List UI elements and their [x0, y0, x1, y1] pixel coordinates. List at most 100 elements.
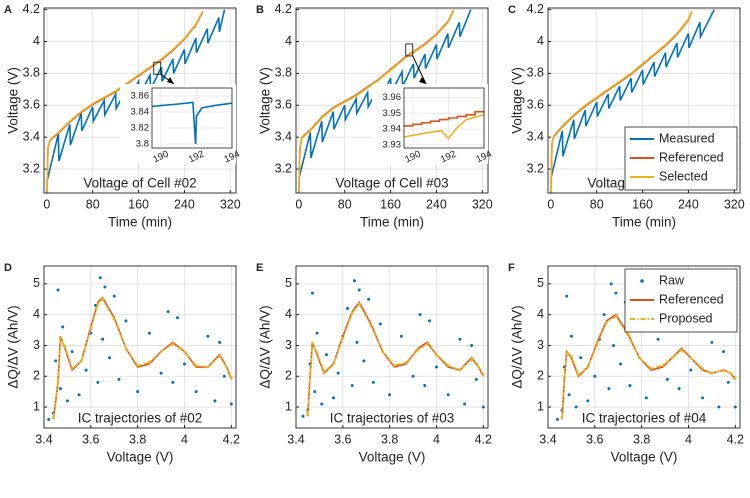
raw-point [124, 319, 128, 323]
series-marker [577, 373, 580, 377]
raw-point [423, 383, 427, 387]
series-marker [124, 347, 128, 350]
series-marker [729, 371, 733, 375]
series-line [152, 101, 232, 145]
zoom-box [405, 43, 414, 57]
raw-point [565, 294, 569, 298]
series-marker [562, 376, 566, 380]
series-marker [322, 370, 326, 374]
raw-point [726, 380, 730, 384]
raw-point [367, 297, 371, 301]
raw-point [313, 390, 317, 394]
series-marker [80, 359, 83, 363]
series-marker [689, 356, 693, 360]
x-tick-label: 4.2 [223, 432, 240, 446]
raw-point [644, 396, 648, 400]
series-marker [310, 342, 314, 346]
y-axis-label: Voltage (V) [6, 67, 21, 134]
series-marker [458, 368, 462, 372]
raw-point [665, 377, 669, 381]
series-marker [70, 367, 74, 370]
series-marker [350, 311, 354, 315]
raw-point [656, 337, 660, 341]
raw-point [567, 393, 571, 397]
y-tick-label: 4 [33, 307, 40, 321]
series-marker [96, 302, 100, 306]
raw-point [481, 405, 485, 409]
series-marker [392, 364, 396, 367]
inset-y-tick-label: 3.82 [131, 123, 150, 134]
raw-point [555, 417, 559, 421]
series-marker [477, 365, 481, 369]
raw-point [206, 334, 210, 338]
series-marker [710, 371, 714, 375]
raw-point [194, 390, 198, 394]
y-tick-label: 3.8 [275, 66, 292, 80]
series-marker [680, 348, 683, 352]
y-tick-label: 5 [285, 276, 292, 290]
raw-point [103, 285, 107, 289]
y-tick-label: 5 [33, 276, 40, 290]
arrow-head [419, 77, 426, 84]
series-marker [435, 353, 438, 357]
raw-point [470, 343, 474, 347]
series-marker [136, 364, 140, 367]
series-marker [733, 376, 737, 380]
series-marker [341, 336, 345, 340]
raw-point [689, 368, 693, 372]
y-tick-label: 3.2 [275, 161, 292, 175]
raw-point [112, 294, 116, 298]
raw-point [96, 380, 100, 384]
series-marker [63, 345, 67, 349]
y-tick-label: 1 [285, 399, 292, 413]
series-marker [701, 367, 704, 370]
y-tick-label: 3 [537, 338, 544, 352]
annotation: IC trajectories of #04 [582, 411, 707, 426]
inset-y-tick-label: 3.8 [136, 139, 149, 150]
x-tick-label: 0 [547, 197, 554, 211]
raw-point [84, 368, 88, 372]
raw-point [463, 402, 467, 406]
y-tick-label: 4.2 [275, 2, 292, 16]
zoom-arrow [412, 55, 427, 85]
series-marker [357, 302, 361, 306]
x-axis-label: Voltage (V) [107, 450, 174, 465]
series-line [298, 10, 455, 192]
inset-box [151, 87, 233, 149]
y-axis-label: Voltage (V) [510, 67, 525, 134]
x-tick-label: 3.4 [35, 432, 52, 446]
zoom-box [153, 61, 162, 75]
y-tick-label: 3.8 [527, 66, 544, 80]
raw-point [677, 387, 681, 391]
raw-point [434, 365, 438, 369]
series-marker [446, 364, 450, 367]
axes-box [547, 7, 741, 194]
x-tick-label: 240 [174, 197, 195, 211]
annotation: Voltage of Cell #03 [335, 176, 448, 191]
raw-point [346, 307, 350, 311]
series-marker [101, 297, 104, 301]
legend-label: Raw [659, 273, 685, 287]
raw-point [159, 371, 163, 375]
y-tick-label: 1 [33, 399, 40, 413]
raw-point [710, 340, 714, 344]
raw-point [350, 383, 354, 387]
x-tick-label: 320 [220, 197, 241, 211]
series-marker [171, 342, 175, 346]
y-tick-label: 2 [537, 369, 544, 383]
annotation: Voltage of Cell #02 [83, 176, 196, 191]
raw-point [458, 337, 462, 341]
series-group [555, 282, 737, 421]
x-tick-label: 4 [433, 432, 440, 446]
raw-point [320, 402, 324, 406]
raw-point [117, 377, 121, 381]
raw-point [58, 387, 62, 391]
raw-point [353, 279, 357, 283]
plot-area [296, 266, 488, 428]
series-marker [306, 413, 310, 417]
series-marker [605, 320, 608, 324]
series-marker [229, 376, 233, 380]
series-marker [481, 373, 485, 377]
series-group [301, 279, 485, 418]
panel-label: C [508, 4, 516, 16]
